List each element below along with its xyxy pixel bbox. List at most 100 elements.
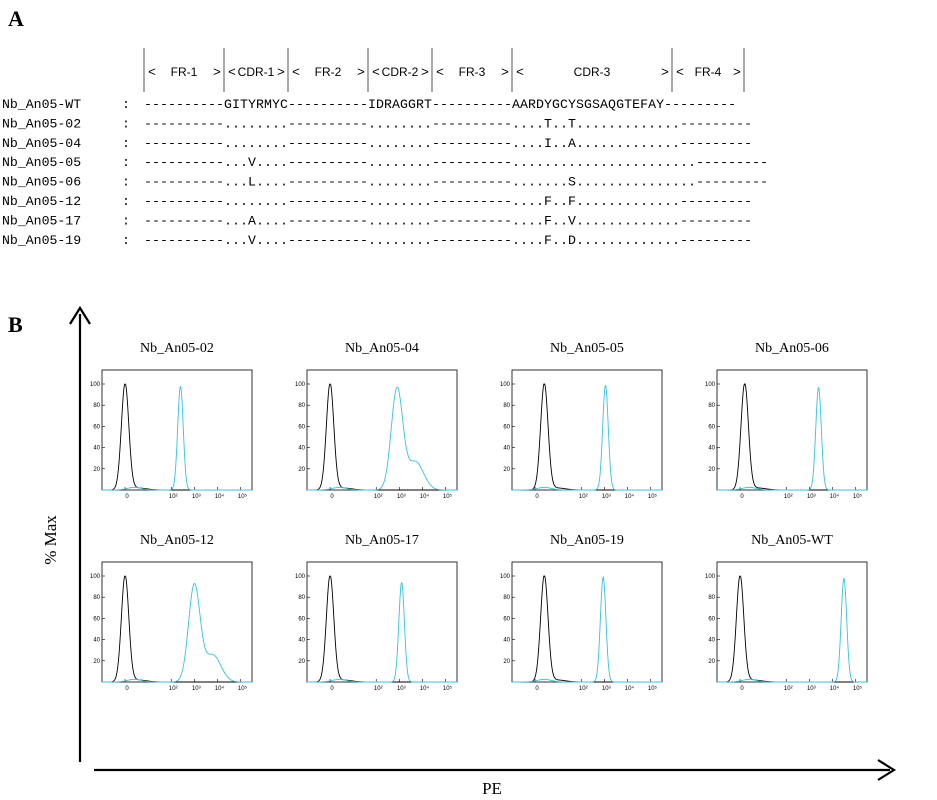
sample-histogram	[307, 386, 457, 491]
y-tick-label: 40	[708, 446, 715, 452]
region-header-fr-1: < > FR-1	[143, 48, 221, 92]
sequence-string: ----------GITYRMYC----------IDRAGGRT----…	[144, 97, 736, 112]
x-tick-label: 0	[740, 494, 744, 500]
y-tick-label: 20	[93, 659, 100, 665]
sequence-name: Nb_An05-02	[2, 116, 81, 131]
x-tick-label: 10⁴	[625, 685, 635, 692]
x-tick-label: 0	[535, 686, 539, 692]
sequence-string: ----------...V....----------........----…	[144, 155, 768, 170]
y-tick-label: 40	[93, 638, 100, 644]
region-label: CDR-1	[238, 65, 275, 79]
y-tick-label: 40	[503, 638, 510, 644]
y-tick-label: 60	[503, 424, 510, 430]
x-tick-label: 10⁵	[238, 493, 248, 500]
x-tick-label: 0	[330, 686, 334, 692]
x-tick-label: 10³	[602, 494, 611, 500]
y-tick-label: 80	[708, 403, 715, 409]
sample-histogram	[717, 387, 867, 491]
alignment-row: Nb_An05-19: ----------...V....----------.…	[2, 233, 752, 248]
histogram-panel: Nb_An05-06 20 40 60 80 100 0 10² 10³ 10⁴ 10⁵	[705, 341, 868, 500]
svg-text::: :	[122, 233, 130, 248]
panel-b-letter: B	[8, 312, 23, 337]
y-tick-label: 60	[298, 424, 305, 430]
plot-frame	[511, 369, 663, 491]
x-tick-label: 0	[330, 494, 334, 500]
sample-histogram	[717, 578, 867, 683]
region-header-fr-2: < > FR-2	[287, 48, 365, 92]
sample-histogram	[512, 385, 662, 491]
x-tick-label: 10²	[784, 686, 793, 692]
y-tick-label: 40	[298, 446, 305, 452]
y-tick-label: 100	[90, 574, 101, 580]
histogram-title: Nb_An05-05	[550, 341, 624, 356]
x-tick-label: 10⁴	[215, 493, 225, 500]
svg-text::: :	[122, 97, 130, 112]
control-histogram	[717, 575, 867, 683]
plot-frame	[101, 369, 253, 491]
histogram-panel: Nb_An05-WT 20 40 60 80 100 0 10² 10³ 10⁴ 10⁵	[705, 533, 868, 692]
alignment-row: Nb_An05-02: ----------........----------.…	[2, 116, 752, 131]
x-tick-label: 10²	[784, 494, 793, 500]
svg-text:<: <	[436, 65, 444, 80]
svg-text::: :	[122, 155, 130, 170]
y-tick-label: 40	[93, 446, 100, 452]
x-tick-label: 0	[535, 494, 539, 500]
x-tick-label: 10⁵	[648, 493, 658, 500]
y-tick-label: 100	[500, 574, 511, 580]
svg-text:>: >	[661, 65, 669, 80]
histogram-title: Nb_An05-17	[345, 533, 419, 548]
sequence-name: Nb_An05-05	[2, 155, 81, 170]
sequence-name: Nb_An05-06	[2, 175, 81, 190]
sequence-string: ----------...V....----------........----…	[144, 233, 752, 248]
x-tick-label: 10²	[374, 686, 383, 692]
sequence-string: ----------...L....----------........----…	[144, 175, 768, 190]
y-tick-label: 100	[705, 574, 716, 580]
x-tick-label: 10⁴	[420, 685, 430, 692]
y-tick-label: 60	[708, 616, 715, 622]
svg-text:>: >	[357, 65, 365, 80]
x-tick-label: 10⁵	[443, 685, 453, 692]
x-tick-label: 10³	[397, 494, 406, 500]
panel-a-letter: A	[8, 6, 24, 31]
x-tick-label: 10³	[397, 686, 406, 692]
y-tick-label: 80	[93, 403, 100, 409]
y-tick-label: 80	[708, 595, 715, 601]
y-tick-label: 80	[298, 403, 305, 409]
sequence-name: Nb_An05-WT	[2, 97, 81, 112]
control-histogram	[512, 383, 662, 491]
control-histogram	[512, 575, 662, 683]
x-tick-label: 10⁵	[648, 685, 658, 692]
y-tick-label: 20	[298, 659, 305, 665]
control-histogram	[717, 383, 867, 491]
x-tick-label: 0	[125, 686, 129, 692]
sample-histogram	[512, 575, 662, 683]
y-tick-label: 60	[93, 424, 100, 430]
y-tick-label: 20	[708, 659, 715, 665]
x-tick-label: 10⁵	[853, 685, 863, 692]
svg-text:<: <	[228, 65, 236, 80]
y-tick-label: 60	[298, 616, 305, 622]
alignment-row: Nb_An05-WT: ----------GITYRMYC----------I…	[2, 97, 736, 112]
y-tick-label: 20	[708, 467, 715, 473]
histogram-panel: Nb_An05-19 20 40 60 80 100 0 10² 10³ 10⁴ 10⁵	[500, 533, 663, 692]
plot-frame	[306, 369, 458, 491]
sequence-string: ----------........----------........----…	[144, 116, 752, 131]
x-tick-label: 10⁴	[625, 493, 635, 500]
y-tick-label: 100	[295, 382, 306, 388]
y-tick-label: 20	[93, 467, 100, 473]
region-label: FR-2	[315, 65, 342, 79]
sequence-string: ----------........----------........----…	[144, 136, 752, 151]
svg-text:>: >	[501, 65, 509, 80]
svg-text:<: <	[292, 65, 300, 80]
x-tick-label: 10²	[374, 494, 383, 500]
sequence-string: ----------...A....----------........----…	[144, 213, 752, 228]
control-histogram	[102, 575, 252, 683]
histogram-panel: Nb_An05-02 20 40 60 80 100 0 10² 10³ 10⁴ 10⁵	[90, 341, 253, 500]
x-tick-label: 10²	[169, 686, 178, 692]
histogram-title: Nb_An05-06	[755, 341, 829, 356]
svg-text:<: <	[148, 65, 156, 80]
region-label: CDR-3	[574, 65, 611, 79]
sequence-name: Nb_An05-04	[2, 136, 81, 151]
y-tick-label: 80	[298, 595, 305, 601]
region-header-fr-3: < > FR-3	[431, 48, 509, 92]
